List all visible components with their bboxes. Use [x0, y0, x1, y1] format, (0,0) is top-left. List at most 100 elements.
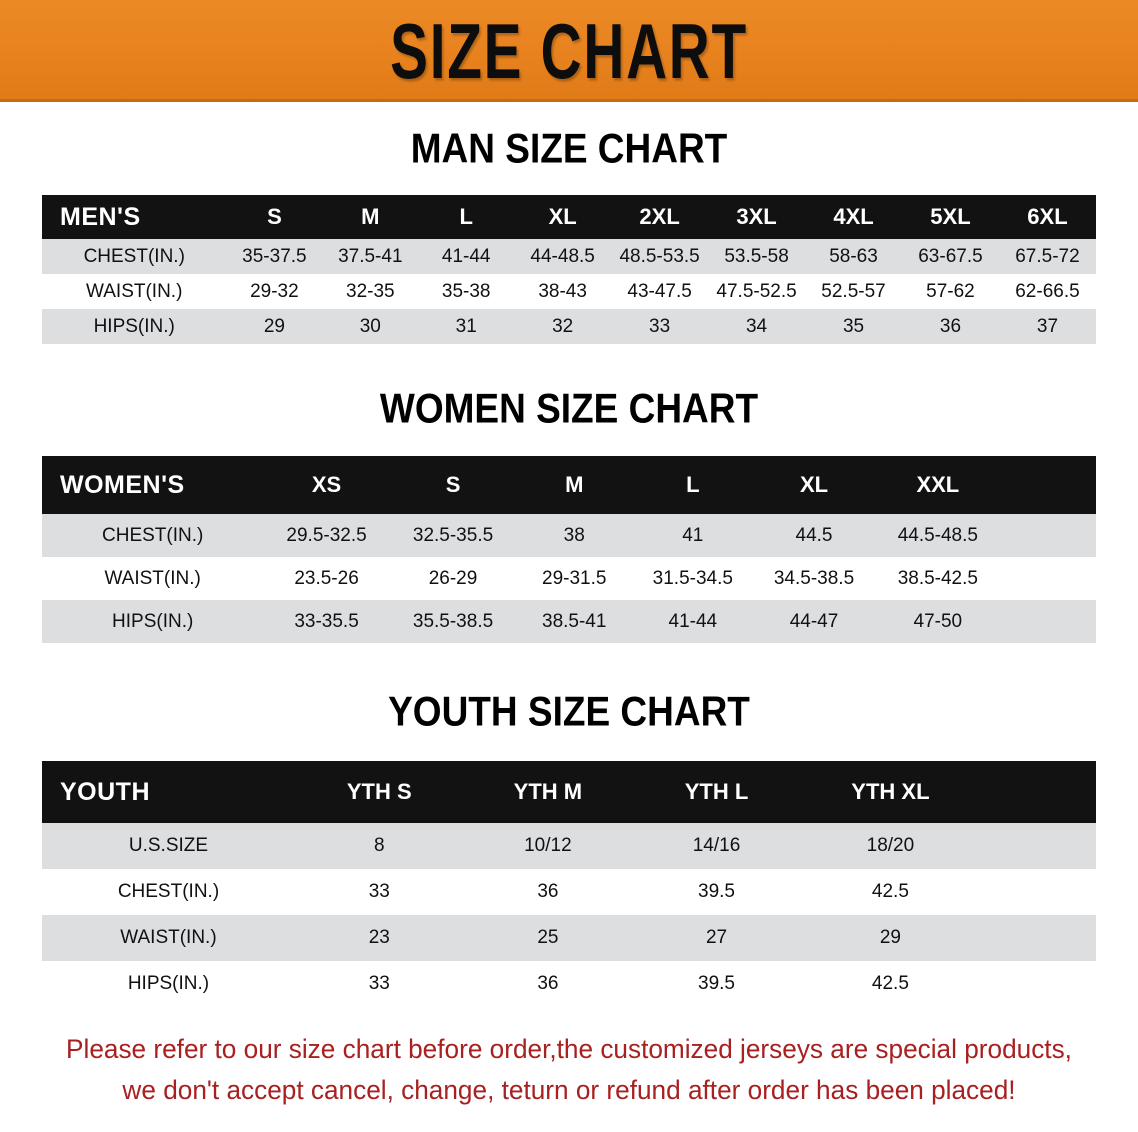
women-chest-m: 38 [516, 514, 633, 557]
women-table-head: WOMEN'S XS S M L XL XXL [42, 456, 1096, 514]
women-hips-s: 35.5-38.5 [389, 600, 517, 643]
youth-chest-empty [980, 869, 1096, 915]
table-row: HIPS(IN.) 29 30 31 32 33 34 35 36 37 [42, 309, 1096, 344]
women-waist-m: 29-31.5 [516, 557, 633, 600]
man-hips-4xl: 35 [805, 309, 902, 344]
youth-col-l: YTH L [684, 779, 749, 804]
youth-chest-m: 36 [463, 869, 633, 915]
youth-hips-m: 36 [463, 961, 633, 1007]
page-title: SIZE CHART [390, 7, 748, 95]
man-col-4xl: 4XL [833, 204, 874, 229]
man-table-body: CHEST(IN.) 35-37.5 37.5-41 41-44 44-48.5… [42, 239, 1096, 344]
youth-chest-s: 33 [294, 869, 464, 915]
youth-ussize-empty [980, 823, 1096, 869]
women-col-m: M [565, 472, 584, 497]
man-row-waist-label: WAIST(IN.) [42, 274, 227, 309]
youth-row-ussize-label: U.S.SIZE [42, 823, 295, 869]
man-col-2xl: 2XL [639, 204, 680, 229]
women-table-container: WOMEN'S XS S M L XL XXL CHEST(IN.) 29.5-… [42, 456, 1096, 643]
man-section-title: MAN SIZE CHART [410, 125, 728, 172]
man-waist-5xl: 57-62 [901, 274, 999, 309]
youth-waist-l: 27 [632, 915, 801, 961]
youth-col-xl: YTH XL [851, 779, 930, 804]
youth-hips-s: 33 [294, 961, 464, 1007]
table-row: CHEST(IN.) 33 36 39.5 42.5 [42, 869, 1096, 915]
man-hips-6xl: 37 [998, 309, 1096, 344]
youth-chest-l: 39.5 [632, 869, 801, 915]
table-row: WAIST(IN.) 23 25 27 29 [42, 915, 1096, 961]
women-col-s: S [445, 472, 461, 497]
man-col-xl: XL [548, 204, 577, 229]
table-row: HIPS(IN.) 33-35.5 35.5-38.5 38.5-41 41-4… [42, 600, 1096, 643]
youth-table-container: YOUTH YTH S YTH M YTH L YTH XL U.S.SIZE … [42, 761, 1096, 1007]
man-hips-2xl: 33 [611, 309, 709, 344]
table-row: CHEST(IN.) 29.5-32.5 32.5-35.5 38 41 44.… [42, 514, 1096, 557]
youth-hips-l: 39.5 [632, 961, 801, 1007]
man-table-container: MEN'S S M L XL 2XL 3XL 4XL 5XL 6XL CHEST… [42, 195, 1096, 344]
women-row-hips-label: HIPS(IN.) [42, 600, 264, 643]
women-header-label: WOMEN'S [60, 470, 185, 499]
women-chest-xl: 44.5 [753, 514, 875, 557]
youth-header-label: YOUTH [60, 777, 150, 806]
youth-row-waist-label: WAIST(IN.) [42, 915, 295, 961]
man-chest-l: 41-44 [418, 239, 515, 274]
man-chest-m: 37.5-41 [322, 239, 419, 274]
women-waist-empty [1001, 557, 1096, 600]
youth-waist-s: 23 [294, 915, 464, 961]
women-chest-empty [1001, 514, 1096, 557]
disclaimer-line-2: we don't accept cancel, change, teturn o… [122, 1075, 1016, 1106]
man-hips-m: 30 [322, 309, 419, 344]
youth-header-row: YOUTH YTH S YTH M YTH L YTH XL [42, 761, 1096, 823]
youth-waist-empty [980, 915, 1096, 961]
man-waist-xl: 38-43 [514, 274, 612, 309]
youth-chest-xl: 42.5 [800, 869, 980, 915]
women-hips-l: 41-44 [632, 600, 754, 643]
youth-table-body: U.S.SIZE 8 10/12 14/16 18/20 CHEST(IN.) … [42, 823, 1096, 1007]
man-col-m: M [361, 204, 380, 229]
women-waist-xs: 23.5-26 [263, 557, 390, 600]
women-row-chest-label: CHEST(IN.) [42, 514, 264, 557]
youth-ussize-xl: 18/20 [800, 823, 980, 869]
youth-ussize-s: 8 [294, 823, 464, 869]
youth-col-s: YTH S [346, 779, 412, 804]
women-waist-s: 26-29 [389, 557, 517, 600]
women-hips-empty [1001, 600, 1096, 643]
man-hips-s: 29 [226, 309, 323, 344]
man-row-hips-label: HIPS(IN.) [42, 309, 227, 344]
women-hips-xl: 44-47 [753, 600, 875, 643]
man-chest-s: 35-37.5 [226, 239, 323, 274]
women-col-xxl: XXL [916, 472, 960, 497]
women-section-title: WOMEN SIZE CHART [379, 385, 759, 432]
man-hips-5xl: 36 [901, 309, 999, 344]
women-col-empty [1001, 456, 1096, 514]
women-table-body: CHEST(IN.) 29.5-32.5 32.5-35.5 38 41 44.… [42, 514, 1096, 643]
youth-waist-xl: 29 [800, 915, 980, 961]
man-hips-xl: 32 [514, 309, 612, 344]
man-chest-4xl: 58-63 [805, 239, 902, 274]
man-waist-6xl: 62-66.5 [998, 274, 1096, 309]
man-hips-3xl: 34 [708, 309, 806, 344]
man-col-5xl: 5XL [930, 204, 971, 229]
man-chest-5xl: 63-67.5 [901, 239, 999, 274]
women-waist-xl: 34.5-38.5 [753, 557, 875, 600]
women-chest-xxl: 44.5-48.5 [874, 514, 1002, 557]
women-row-waist-label: WAIST(IN.) [42, 557, 264, 600]
women-size-table: WOMEN'S XS S M L XL XXL CHEST(IN.) 29.5-… [42, 456, 1096, 643]
table-row: WAIST(IN.) 23.5-26 26-29 29-31.5 31.5-34… [42, 557, 1096, 600]
man-chest-3xl: 53.5-58 [708, 239, 806, 274]
women-waist-l: 31.5-34.5 [632, 557, 754, 600]
man-waist-m: 32-35 [322, 274, 419, 309]
man-chest-xl: 44-48.5 [514, 239, 612, 274]
man-table-head: MEN'S S M L XL 2XL 3XL 4XL 5XL 6XL [42, 195, 1096, 239]
man-header-row: MEN'S S M L XL 2XL 3XL 4XL 5XL 6XL [42, 195, 1096, 239]
youth-row-hips-label: HIPS(IN.) [42, 961, 295, 1007]
order-policy-disclaimer: Please refer to our size chart before or… [36, 1029, 1103, 1111]
man-waist-4xl: 52.5-57 [805, 274, 902, 309]
youth-ussize-m: 10/12 [463, 823, 633, 869]
youth-col-empty [980, 761, 1096, 823]
women-chest-s: 32.5-35.5 [389, 514, 517, 557]
page-banner: SIZE CHART [0, 0, 1138, 102]
man-waist-l: 35-38 [418, 274, 515, 309]
man-col-l: L [459, 204, 473, 229]
women-hips-xxl: 47-50 [874, 600, 1002, 643]
